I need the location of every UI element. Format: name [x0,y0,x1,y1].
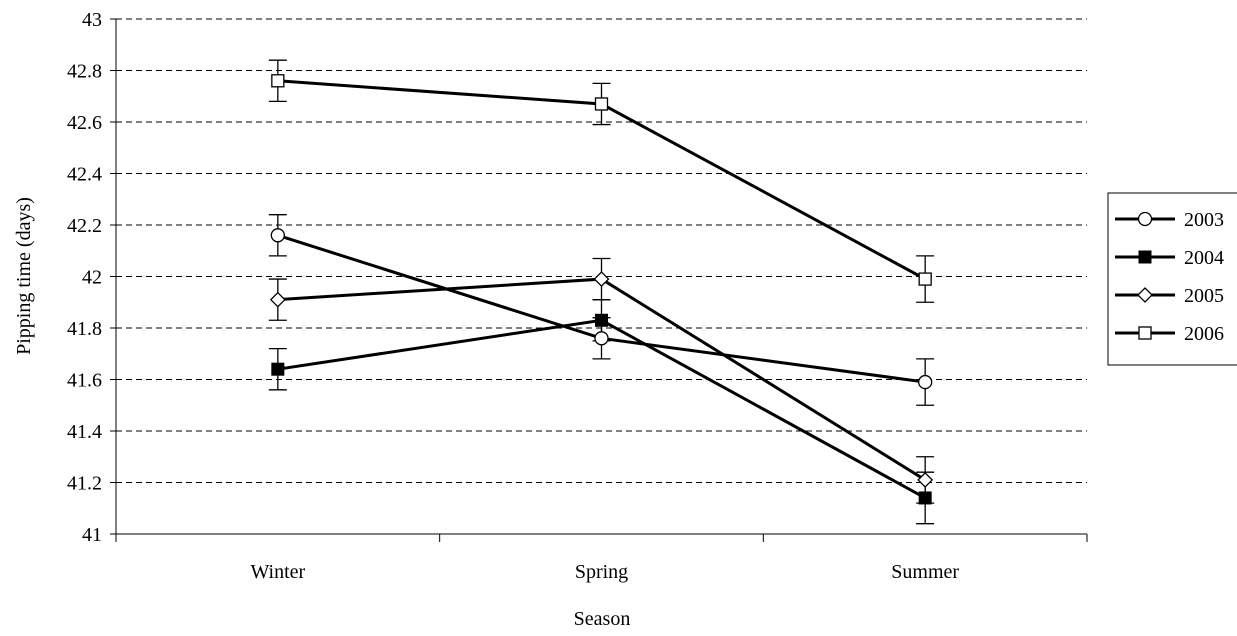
y-tick-label: 41.2 [67,473,102,495]
data-point-2004 [595,313,608,327]
x-tick-label: Spring [575,561,628,583]
data-point-2003 [270,228,285,243]
data-point-2006 [918,272,932,286]
y-tick-label: 42.2 [67,215,102,237]
legend-marker-2003 [1137,211,1153,227]
legend-box [1107,192,1237,366]
legend-label-2003: 2003 [1184,209,1224,231]
y-tick-label: 41.8 [67,318,102,340]
y-tick-label: 42.6 [67,112,102,134]
data-point-2005 [593,271,610,287]
data-point-2006 [594,97,609,111]
legend-label-2005: 2005 [1184,285,1224,307]
y-tick-label: 41.4 [67,421,102,443]
data-point-2004 [918,491,932,505]
legend: 2003 2004 2005 2006 [1107,192,1237,366]
data-point-2006 [271,74,285,88]
axis-layer: 41 41.2 41.4 41.6 41.8 42 42.2 42.4 42.6 42.8 43 Wi… [67,9,1088,583]
x-tick-label: Winter [250,561,305,583]
legend-marker-2005 [1137,287,1153,303]
y-axis-title: Pipping time (days) [13,197,35,355]
y-tick-label: 42.8 [67,61,102,83]
legend-label-2004: 2004 [1184,247,1224,269]
x-tick-label: Summer [891,561,959,583]
series-layer [268,59,935,525]
data-point-2003 [918,374,933,390]
y-tick-label: 42 [82,267,102,289]
x-axis-title: Season [574,608,631,630]
y-tick-label: 41.6 [67,370,102,392]
data-point-2004 [271,362,285,376]
y-tick-label: 42.4 [67,164,102,186]
legend-marker-2004 [1138,250,1152,264]
legend-label-2006: 2006 [1184,323,1224,345]
y-tick-label: 41 [82,524,102,546]
data-point-2005 [269,291,286,308]
legend-marker-2006 [1138,326,1152,340]
data-point-2005 [917,472,934,488]
data-point-2003 [594,331,609,346]
y-tick-label: 43 [82,9,102,31]
